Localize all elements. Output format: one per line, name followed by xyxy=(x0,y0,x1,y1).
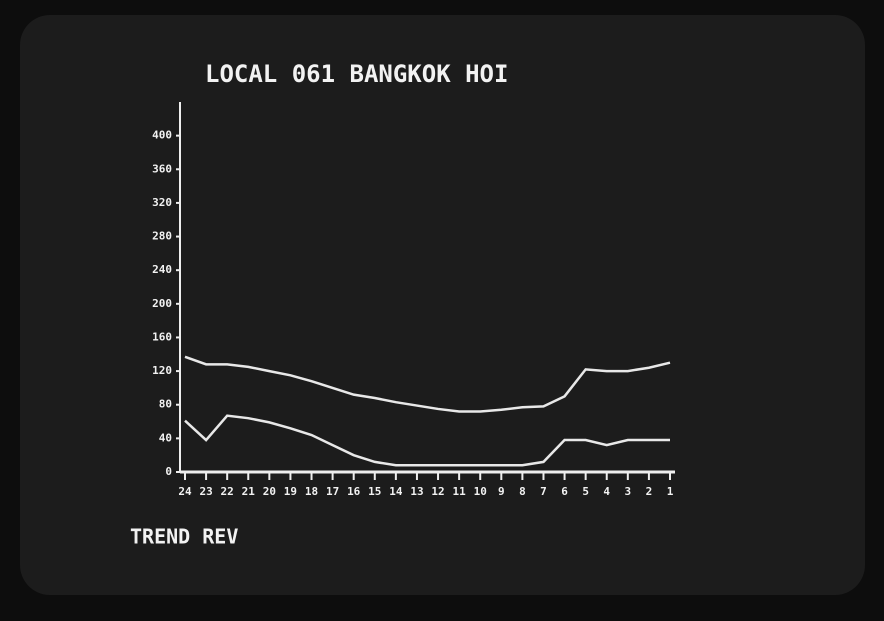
x-tick-label: 20 xyxy=(263,485,276,498)
x-tick-label: 1 xyxy=(667,485,674,498)
y-tick-label: 40 xyxy=(159,431,172,444)
x-tick-label: 12 xyxy=(431,485,444,498)
footer-label: TREND REV xyxy=(130,525,238,549)
y-tick-label: 160 xyxy=(152,330,172,343)
y-tick-label: 280 xyxy=(152,230,172,243)
x-tick-label: 17 xyxy=(326,485,339,498)
y-tick-label: 400 xyxy=(152,129,172,142)
y-tick-label: 0 xyxy=(165,465,172,478)
x-tick-label: 16 xyxy=(347,485,361,498)
x-tick-label: 22 xyxy=(221,485,234,498)
y-tick-label: 200 xyxy=(152,297,172,310)
y-tick-label: 240 xyxy=(152,263,172,276)
x-tick-label: 23 xyxy=(199,485,212,498)
x-tick-label: 8 xyxy=(519,485,526,498)
y-tick-label: 80 xyxy=(159,398,172,411)
x-tick-label: 21 xyxy=(242,485,256,498)
trend-line xyxy=(184,355,671,413)
x-tick-label: 2 xyxy=(646,485,653,498)
x-tick-label: 19 xyxy=(284,485,297,498)
x-tick-label: 9 xyxy=(498,485,505,498)
x-tick-label: 24 xyxy=(178,485,192,498)
x-tick-label: 13 xyxy=(410,485,423,498)
x-tick-label: 5 xyxy=(582,485,589,498)
trend-line xyxy=(184,414,670,467)
x-tick-label: 7 xyxy=(540,485,547,498)
x-tick-label: 10 xyxy=(474,485,487,498)
x-tick-label: 14 xyxy=(389,485,403,498)
x-tick-label: 18 xyxy=(305,485,318,498)
y-tick-label: 320 xyxy=(152,196,172,209)
chart-title: LOCAL 061 BANGKOK HOI xyxy=(205,60,508,88)
x-tick-label: 3 xyxy=(625,485,632,498)
x-tick-label: 4 xyxy=(603,485,610,498)
crt-screen xyxy=(20,15,865,595)
x-tick-label: 6 xyxy=(561,485,568,498)
y-tick-label: 120 xyxy=(152,364,172,377)
x-tick-label: 11 xyxy=(453,485,467,498)
y-tick-label: 360 xyxy=(152,162,172,175)
x-tick-label: 15 xyxy=(368,485,381,498)
